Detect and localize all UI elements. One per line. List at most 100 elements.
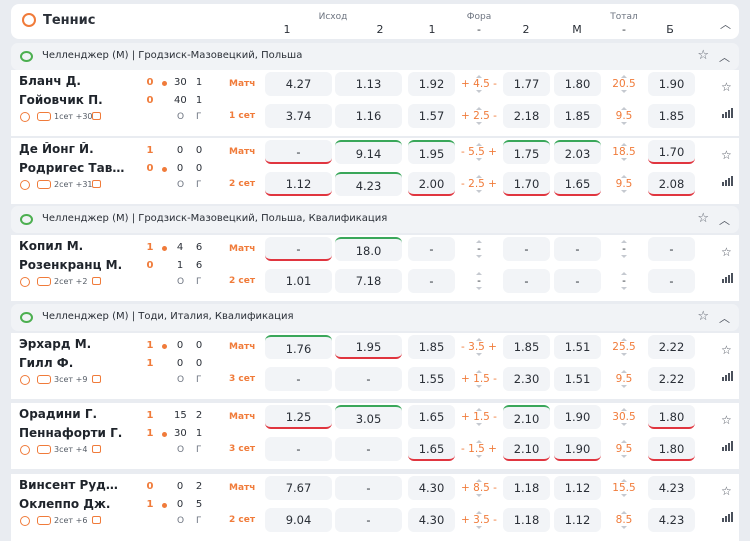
league-collapse-chevron-icon[interactable]: ︿ bbox=[719, 51, 730, 64]
player-1-name[interactable]: Копил М. bbox=[19, 239, 84, 253]
odds-o2-cell[interactable]: - bbox=[335, 476, 402, 500]
odds-tm-cell[interactable]: 1.80 bbox=[554, 72, 601, 96]
odds-f1-cell[interactable]: 1.65 bbox=[408, 405, 455, 429]
favorite-star-icon[interactable]: ☆ bbox=[721, 343, 732, 357]
odds-tb-cell[interactable]: 2.22 bbox=[648, 367, 695, 391]
odds-f2-cell[interactable]: 1.77 bbox=[503, 72, 550, 96]
odds-f1-cell[interactable]: 1.92 bbox=[408, 72, 455, 96]
odds-f1-cell[interactable]: 1.57 bbox=[408, 104, 455, 128]
odds-o1-cell[interactable]: 7.67 bbox=[265, 476, 332, 500]
odds-f1-cell[interactable]: 4.30 bbox=[408, 508, 455, 532]
odds-o1-cell[interactable]: 1.01 bbox=[265, 269, 332, 293]
odds-o2-cell[interactable]: 1.13 bbox=[335, 72, 402, 96]
odds-o1-cell[interactable]: - bbox=[265, 367, 332, 391]
odds-tm-cell[interactable]: 1.90 bbox=[554, 437, 601, 461]
odds-f1-cell[interactable]: 2.00 bbox=[408, 172, 455, 196]
odds-f2-cell[interactable]: - bbox=[503, 269, 550, 293]
odds-o2-cell[interactable]: 9.14 bbox=[335, 140, 402, 164]
favorite-star-icon[interactable]: ☆ bbox=[721, 413, 732, 427]
odds-f2-cell[interactable]: 1.75 bbox=[503, 140, 550, 164]
player-2-name[interactable]: Пеннафорти Г. bbox=[19, 426, 123, 440]
odds-tb-cell[interactable]: 4.23 bbox=[648, 508, 695, 532]
odds-tm-cell[interactable]: 2.03 bbox=[554, 140, 601, 164]
odds-f1-cell[interactable]: 1.65 bbox=[408, 437, 455, 461]
odds-o2-cell[interactable]: 4.23 bbox=[335, 172, 402, 196]
odds-tb-cell[interactable]: 1.70 bbox=[648, 140, 695, 164]
odds-o1-cell[interactable]: 1.12 bbox=[265, 172, 332, 196]
statistics-icon[interactable] bbox=[722, 441, 734, 451]
statistics-icon[interactable] bbox=[722, 273, 734, 283]
odds-f1-cell[interactable]: 1.95 bbox=[408, 140, 455, 164]
player-1-name[interactable]: Эрхард М. bbox=[19, 337, 92, 351]
player-2-name[interactable]: Розенкранц М. bbox=[19, 258, 123, 272]
odds-f1-cell[interactable]: 1.85 bbox=[408, 335, 455, 359]
favorite-star-icon[interactable]: ☆ bbox=[697, 309, 709, 324]
odds-o2-cell[interactable]: - bbox=[335, 437, 402, 461]
odds-tm-cell[interactable]: 1.65 bbox=[554, 172, 601, 196]
odds-o2-cell[interactable]: - bbox=[335, 367, 402, 391]
player-2-name[interactable]: Родригес Таверн... bbox=[19, 161, 127, 175]
tv-broadcast-icon[interactable] bbox=[92, 516, 101, 524]
tv-broadcast-icon[interactable] bbox=[92, 180, 101, 188]
odds-tb-cell[interactable]: 1.85 bbox=[648, 104, 695, 128]
odds-o1-cell[interactable]: 3.74 bbox=[265, 104, 332, 128]
odds-f2-cell[interactable]: 1.18 bbox=[503, 508, 550, 532]
player-2-name[interactable]: Гойовчик П. bbox=[19, 93, 103, 107]
odds-tb-cell[interactable]: 4.23 bbox=[648, 476, 695, 500]
league-collapse-chevron-icon[interactable]: ︿ bbox=[719, 214, 730, 227]
favorite-star-icon[interactable]: ☆ bbox=[721, 245, 732, 259]
odds-o2-cell[interactable]: - bbox=[335, 508, 402, 532]
odds-tm-cell[interactable]: 1.85 bbox=[554, 104, 601, 128]
odds-o2-cell[interactable]: 1.16 bbox=[335, 104, 402, 128]
odds-o2-cell[interactable]: 1.95 bbox=[335, 335, 402, 359]
statistics-icon[interactable] bbox=[722, 512, 734, 522]
odds-f2-cell[interactable]: 2.18 bbox=[503, 104, 550, 128]
odds-o1-cell[interactable]: - bbox=[265, 237, 332, 261]
odds-o2-cell[interactable]: 3.05 bbox=[335, 405, 402, 429]
odds-o2-cell[interactable]: 18.0 bbox=[335, 237, 402, 261]
tv-broadcast-icon[interactable] bbox=[92, 445, 101, 453]
statistics-icon[interactable] bbox=[722, 176, 734, 186]
favorite-star-icon[interactable]: ☆ bbox=[721, 148, 732, 162]
odds-f2-cell[interactable]: 1.85 bbox=[503, 335, 550, 359]
league-header[interactable]: Челленджер (М) | Тоди, Италия, Квалифика… bbox=[11, 304, 739, 331]
favorite-star-icon[interactable]: ☆ bbox=[721, 484, 732, 498]
odds-o1-cell[interactable]: 1.76 bbox=[265, 335, 332, 359]
odds-f2-cell[interactable]: 2.10 bbox=[503, 405, 550, 429]
odds-tb-cell[interactable]: 1.80 bbox=[648, 437, 695, 461]
odds-tm-cell[interactable]: - bbox=[554, 269, 601, 293]
odds-tm-cell[interactable]: 1.12 bbox=[554, 476, 601, 500]
tv-broadcast-icon[interactable] bbox=[92, 277, 101, 285]
odds-f1-cell[interactable]: - bbox=[408, 237, 455, 261]
odds-f1-cell[interactable]: 4.30 bbox=[408, 476, 455, 500]
odds-tb-cell[interactable]: - bbox=[648, 269, 695, 293]
odds-tb-cell[interactable]: 2.08 bbox=[648, 172, 695, 196]
odds-o1-cell[interactable]: 9.04 bbox=[265, 508, 332, 532]
odds-tm-cell[interactable]: 1.12 bbox=[554, 508, 601, 532]
odds-o1-cell[interactable]: - bbox=[265, 140, 332, 164]
favorite-star-icon[interactable]: ☆ bbox=[721, 80, 732, 94]
player-1-name[interactable]: Де Йонг Й. bbox=[19, 142, 94, 156]
player-2-name[interactable]: Гилл Ф. bbox=[19, 356, 74, 370]
odds-f2-cell[interactable]: 2.10 bbox=[503, 437, 550, 461]
league-header[interactable]: Челленджер (М) | Гродзиск-Мазовецкий, По… bbox=[11, 43, 739, 70]
odds-f1-cell[interactable]: - bbox=[408, 269, 455, 293]
favorite-star-icon[interactable]: ☆ bbox=[697, 48, 709, 63]
player-1-name[interactable]: Винсент Руджер... bbox=[19, 478, 127, 492]
odds-tb-cell[interactable]: 1.80 bbox=[648, 405, 695, 429]
odds-f2-cell[interactable]: 1.18 bbox=[503, 476, 550, 500]
odds-tm-cell[interactable]: 1.51 bbox=[554, 335, 601, 359]
odds-tm-cell[interactable]: 1.90 bbox=[554, 405, 601, 429]
odds-f2-cell[interactable]: 1.70 bbox=[503, 172, 550, 196]
odds-tb-cell[interactable]: - bbox=[648, 237, 695, 261]
odds-f2-cell[interactable]: - bbox=[503, 237, 550, 261]
odds-tm-cell[interactable]: 1.51 bbox=[554, 367, 601, 391]
odds-tb-cell[interactable]: 2.22 bbox=[648, 335, 695, 359]
tv-broadcast-icon[interactable] bbox=[92, 112, 101, 120]
odds-f1-cell[interactable]: 1.55 bbox=[408, 367, 455, 391]
odds-f2-cell[interactable]: 2.30 bbox=[503, 367, 550, 391]
league-collapse-chevron-icon[interactable]: ︿ bbox=[719, 312, 730, 325]
player-1-name[interactable]: Орадини Г. bbox=[19, 407, 98, 421]
tv-broadcast-icon[interactable] bbox=[92, 375, 101, 383]
odds-tb-cell[interactable]: 1.90 bbox=[648, 72, 695, 96]
